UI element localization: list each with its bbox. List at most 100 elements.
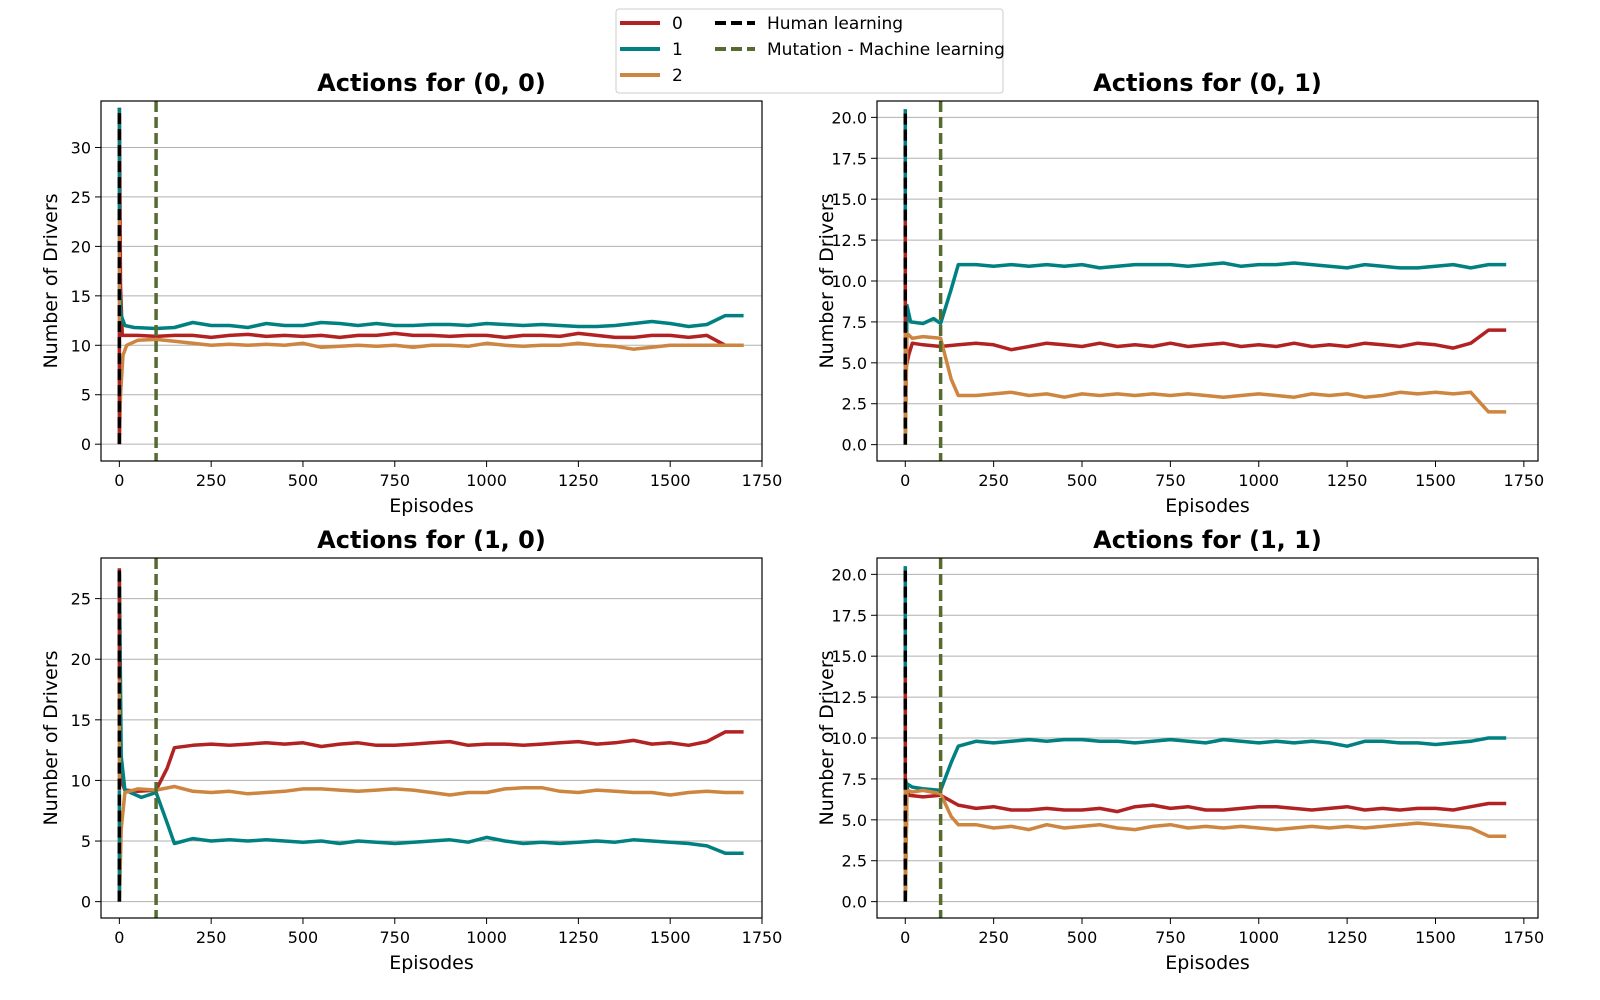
y-tick-label: 0.0 — [842, 893, 867, 912]
x-axis-label: Episodes — [389, 495, 474, 517]
x-tick-label: 500 — [288, 928, 319, 947]
x-tick-label: 500 — [1067, 471, 1098, 490]
y-tick-label: 5.0 — [842, 354, 867, 373]
series-2-line — [117, 784, 744, 902]
series-0-line — [117, 107, 744, 348]
axes-frame — [876, 100, 1539, 462]
legend-frame — [615, 8, 1004, 94]
axes-frame — [100, 557, 763, 919]
x-tick-label: 0 — [114, 471, 124, 490]
chart-title: Actions for (1, 1) — [1093, 526, 1322, 554]
x-tick-label: 1250 — [1327, 928, 1368, 947]
x-tick-label: 1500 — [650, 928, 691, 947]
axes-frame — [876, 557, 1539, 919]
y-tick-label: 20.0 — [831, 108, 867, 127]
x-tick-label: 1000 — [1238, 471, 1279, 490]
legend: 0 1 2 Human learning Mutation - Machine lear… — [615, 8, 1005, 94]
y-tick-label: 25 — [71, 188, 91, 207]
y-tick-label: 20 — [71, 650, 91, 669]
y-tick-label: 20.0 — [831, 565, 867, 584]
y-axis-label: Number of Drivers — [816, 193, 838, 368]
y-axis-label: Number of Drivers — [40, 650, 62, 825]
x-tick-label: 750 — [1155, 471, 1186, 490]
x-tick-label: 1750 — [1504, 928, 1545, 947]
x-tick-label: 1500 — [1415, 471, 1456, 490]
y-tick-label: 0 — [81, 893, 91, 912]
x-tick-label: 750 — [380, 928, 411, 947]
y-tick-label: 10 — [71, 771, 91, 790]
x-tick-label: 1000 — [1238, 928, 1279, 947]
y-tick-label: 5 — [81, 386, 91, 405]
x-tick-label: 1750 — [742, 471, 783, 490]
chart-panel: Actions for (1, 1) 0.0 2.5 5.0 7.5 10.0 12.5 15… — [816, 526, 1544, 974]
chart-panel: Actions for (0, 1) 0.0 2.5 5.0 7.5 10.0 12.5 15… — [816, 69, 1544, 517]
y-tick-label: 17.5 — [831, 606, 867, 625]
chart-title: Actions for (0, 0) — [317, 69, 546, 97]
x-axis-label: Episodes — [1165, 952, 1250, 974]
y-tick-label: 15 — [71, 287, 91, 306]
series-1-line — [117, 285, 744, 331]
chart-panel: Actions for (0, 0) 0 5 10 15 20 25 30 0 250 500 750… — [40, 69, 782, 517]
series-1-line — [117, 574, 744, 855]
y-tick-label: 0.0 — [842, 436, 867, 455]
x-tick-label: 1750 — [1504, 471, 1545, 490]
y-tick-label: 17.5 — [831, 149, 867, 168]
x-tick-label: 250 — [196, 471, 227, 490]
y-tick-label: 30 — [71, 138, 91, 157]
x-tick-label: 1000 — [466, 928, 507, 947]
plot-area — [903, 101, 1507, 461]
y-tick-label: 15 — [71, 711, 91, 730]
series-2-line — [903, 788, 1507, 902]
chart-title: Actions for (0, 1) — [1093, 69, 1322, 97]
y-tick-label: 10 — [71, 336, 91, 355]
series-1-line — [903, 261, 1507, 445]
x-tick-label: 0 — [114, 928, 124, 947]
x-tick-label: 0 — [900, 928, 910, 947]
y-tick-label: 10.0 — [831, 272, 867, 291]
legend-label: 0 — [672, 14, 683, 34]
series-0-line — [903, 778, 1507, 814]
x-tick-label: 0 — [900, 471, 910, 490]
legend-label: Human learning — [767, 14, 903, 34]
x-tick-label: 750 — [1155, 928, 1186, 947]
y-tick-label: 25 — [71, 590, 91, 609]
y-axis-label: Number of Drivers — [40, 193, 62, 368]
plot-area — [117, 101, 744, 461]
x-tick-label: 500 — [1067, 928, 1098, 947]
y-tick-label: 2.5 — [842, 852, 867, 871]
series-2-line — [117, 337, 744, 445]
legend-label: 1 — [672, 40, 683, 60]
x-tick-label: 1000 — [466, 471, 507, 490]
y-tick-label: 7.5 — [842, 770, 867, 789]
x-axis-label: Episodes — [389, 952, 474, 974]
x-tick-label: 1500 — [650, 471, 691, 490]
x-axis-label: Episodes — [1165, 495, 1250, 517]
y-tick-label: 10.0 — [831, 729, 867, 748]
y-tick-label: 12.5 — [831, 231, 867, 250]
y-tick-label: 20 — [71, 237, 91, 256]
x-tick-label: 1250 — [558, 928, 599, 947]
y-tick-label: 5 — [81, 832, 91, 851]
x-tick-label: 500 — [288, 471, 319, 490]
legend-label: Mutation - Machine learning — [767, 40, 1005, 60]
y-tick-label: 7.5 — [842, 313, 867, 332]
chart-title: Actions for (1, 0) — [317, 526, 546, 554]
x-tick-label: 250 — [978, 471, 1009, 490]
x-tick-label: 1250 — [1327, 471, 1368, 490]
y-tick-label: 5.0 — [842, 811, 867, 830]
legend-label: 2 — [672, 66, 683, 86]
plot-area — [117, 558, 744, 918]
x-tick-label: 750 — [380, 471, 411, 490]
y-tick-label: 2.5 — [842, 395, 867, 414]
x-tick-label: 1500 — [1415, 928, 1456, 947]
y-tick-label: 0 — [81, 435, 91, 454]
series-0-line — [117, 730, 744, 794]
series-0-line — [903, 328, 1507, 372]
plot-area — [903, 558, 1507, 918]
y-tick-label: 15.0 — [831, 190, 867, 209]
x-tick-label: 1250 — [558, 471, 599, 490]
x-tick-label: 1750 — [742, 928, 783, 947]
y-tick-label: 15.0 — [831, 647, 867, 666]
y-axis-label: Number of Drivers — [816, 650, 838, 825]
